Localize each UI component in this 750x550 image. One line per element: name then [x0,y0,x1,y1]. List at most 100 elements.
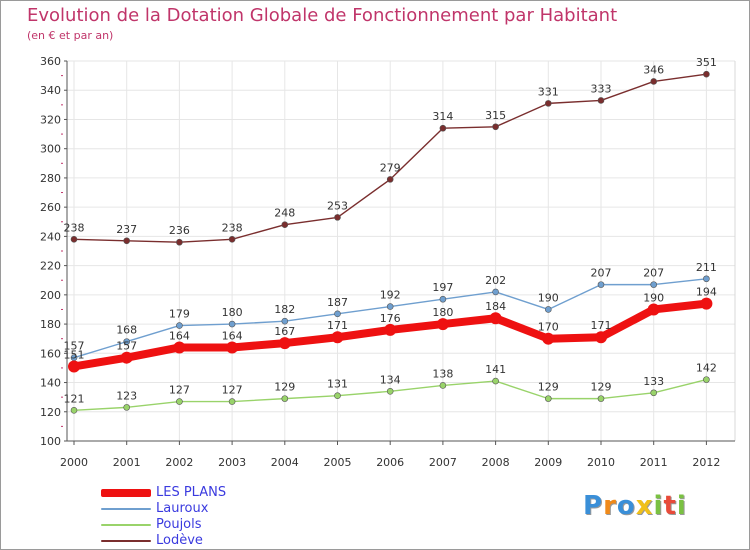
data-point-poujols-2005 [334,392,341,399]
data-label-lod-ve-2005: 253 [327,199,348,212]
data-label-lauroux-2012: 211 [696,261,717,274]
chart-title: Evolution de la Dotation Globale de Fonc… [27,5,618,26]
data-label-poujols-2006: 134 [380,373,401,386]
brand-logo-letter: P [583,491,604,521]
data-point-poujols-2002 [176,398,183,405]
data-point-les-plans-2002 [173,341,186,354]
y-tick-label-100: 100 [40,435,61,448]
data-label-les-plans-2006: 176 [380,312,401,325]
data-label-poujols-2002: 127 [169,384,190,397]
data-label-poujols-2001: 123 [116,389,137,402]
data-label-les-plans-2003: 164 [222,329,243,342]
data-point-poujols-2006 [386,388,394,395]
data-label-poujols-2005: 131 [327,378,348,391]
data-point-les-plans-2010 [595,331,607,344]
data-label-poujols-2004: 129 [274,381,295,394]
data-point-poujols-2004 [281,395,289,402]
x-tick-label-2005: 2005 [324,456,352,469]
data-point-lod-ve-2011 [650,78,658,85]
brand-logo-letter: i [653,491,664,521]
data-label-les-plans-2009: 170 [538,321,559,334]
data-label-lod-ve-2009: 331 [538,85,559,98]
data-point-lod-ve-2009 [544,100,552,107]
data-label-lod-ve-2002: 236 [169,224,190,237]
data-point-lod-ve-2006 [386,176,394,183]
data-point-lod-ve-2003 [228,236,236,243]
data-label-lod-ve-2000: 238 [64,221,85,234]
data-point-les-plans-2001 [120,351,133,364]
data-label-lod-ve-2012: 351 [696,56,717,69]
data-point-lauroux-2005 [334,310,341,318]
data-label-lauroux-2004: 182 [274,303,295,316]
data-label-poujols-2012: 142 [696,362,717,375]
y-tick-label-280: 280 [40,172,61,185]
data-point-poujols-2008 [492,377,499,385]
data-label-les-plans-2001: 157 [116,340,137,353]
data-label-poujols-2000: 121 [64,392,85,405]
legend-label: Lodève [156,533,203,548]
data-point-poujols-2010 [597,395,605,402]
data-point-les-plans-2007 [436,318,449,331]
data-label-lauroux-2011: 207 [643,267,664,280]
data-label-lod-ve-2008: 315 [485,109,506,122]
data-point-poujols-2011 [650,389,658,397]
data-label-lauroux-2003: 180 [222,306,243,319]
data-point-les-plans-2008 [489,312,502,325]
data-point-les-plans-2009 [542,332,555,345]
y-tick-label-300: 300 [40,143,61,156]
y-tick-label-180: 180 [40,318,61,331]
x-tick-label-2004: 2004 [271,456,299,469]
data-label-lauroux-2001: 168 [116,324,137,337]
data-label-lauroux-2010: 207 [591,267,612,280]
brand-logo-letter: x [635,491,654,521]
data-label-lod-ve-2006: 279 [380,161,401,174]
x-tick-label-2009: 2009 [534,456,562,469]
x-tick-label-2010: 2010 [587,456,615,469]
brand-logo-letter: i [676,491,687,521]
data-label-poujols-2010: 129 [591,381,612,394]
legend-label: LES PLANS [156,485,227,500]
data-point-lod-ve-2012 [703,70,710,78]
y-tick-label-360: 360 [40,55,61,68]
x-tick-label-2012: 2012 [692,456,720,469]
data-label-poujols-2008: 141 [485,363,506,376]
data-label-les-plans-2010: 171 [591,319,612,332]
chart-subtitle: (en € et par an) [27,29,114,42]
y-tick-label-260: 260 [40,201,61,214]
data-label-poujols-2003: 127 [222,384,243,397]
data-point-lauroux-2007 [439,295,447,303]
data-point-poujols-2001 [123,404,130,411]
data-point-les-plans-2004 [278,337,291,350]
y-tick-label-320: 320 [40,113,61,126]
y-tick-label-120: 120 [40,406,61,419]
legend-swatch [101,508,151,510]
legend-label: Poujols [156,517,202,532]
data-label-lauroux-2006: 192 [380,289,401,302]
data-point-lod-ve-2002 [176,238,183,246]
data-point-lauroux-2002 [176,322,183,329]
data-point-lauroux-2010 [597,281,605,288]
data-point-lod-ve-2001 [123,237,130,245]
data-point-poujols-2012 [703,376,710,383]
y-tick-label-340: 340 [40,84,61,97]
data-label-lod-ve-2003: 238 [222,221,243,234]
data-label-lauroux-2002: 179 [169,308,190,321]
data-point-lauroux-2009 [544,306,552,313]
data-label-lauroux-2008: 202 [485,274,506,287]
data-point-poujols-2007 [439,382,447,389]
x-tick-label-2008: 2008 [482,456,510,469]
x-tick-label-2003: 2003 [218,456,246,469]
data-label-lod-ve-2011: 346 [643,63,664,76]
x-tick-label-2011: 2011 [640,456,668,469]
y-tick-label-220: 220 [40,260,61,273]
legend-label: Lauroux [156,501,209,516]
data-label-lauroux-2009: 190 [538,291,559,304]
data-label-lod-ve-2007: 314 [432,110,453,123]
brand-logo-letter: t [663,491,677,521]
data-label-les-plans-2000: 151 [64,348,85,361]
data-point-lauroux-2006 [386,303,394,310]
y-tick-label-140: 140 [40,377,61,390]
data-point-lauroux-2004 [281,317,289,325]
y-tick-label-200: 200 [40,289,61,302]
